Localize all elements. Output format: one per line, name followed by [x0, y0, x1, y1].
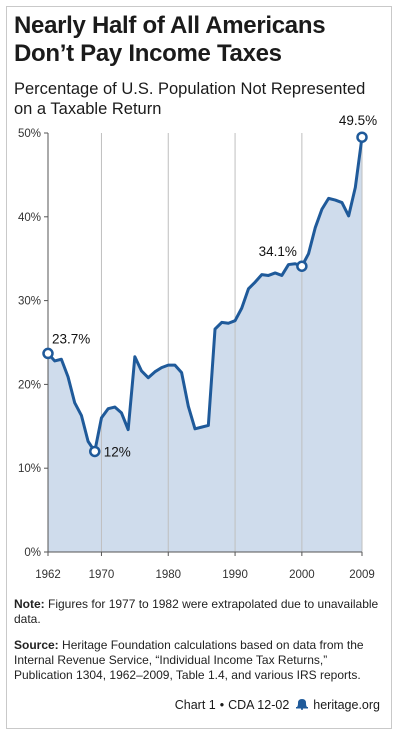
doc-id: CDA 12-02 — [228, 698, 290, 712]
bell-icon — [295, 697, 309, 713]
x-tick-label-1970: 1970 — [89, 569, 115, 581]
source-label: Source: — [14, 638, 59, 652]
title-line-1: Nearly Half of All Americans — [14, 12, 326, 39]
site-link[interactable]: heritage.org — [313, 698, 380, 712]
point-marker-1969 — [89, 445, 101, 458]
point-marker-2000 — [296, 260, 308, 272]
chart-id: Chart 1 — [174, 698, 216, 712]
x-tick-label-1990: 1990 — [222, 569, 248, 581]
y-tick-label-20: 20% — [18, 379, 41, 391]
y-tick-label-0: 0% — [24, 547, 41, 559]
y-tick-label-40: 40% — [18, 212, 41, 224]
note-text: Figures for 1977 to 1982 were extrapolat… — [14, 597, 379, 626]
source: Source: Heritage Foundation calculations… — [14, 638, 384, 683]
y-tick-label-50: 50% — [18, 128, 41, 140]
x-tick-label-2000: 2000 — [289, 569, 315, 581]
chart-title: Nearly Half of All Americans Don’t Pay I… — [14, 12, 384, 68]
point-marker-2009 — [356, 131, 368, 143]
point-marker-1962 — [42, 347, 54, 360]
footer: Chart 1 • CDA 12-02 heritage.org — [175, 697, 380, 713]
series-line — [46, 135, 364, 453]
subtitle-line-1: Percentage of U.S. Population Not Repres… — [14, 80, 366, 98]
x-tick-label-1962: 1962 — [35, 569, 61, 581]
y-tick-label-30: 30% — [18, 296, 41, 308]
note: Note: Figures for 1977 to 1982 were extr… — [14, 597, 384, 627]
title-line-2: Don’t Pay Income Taxes — [14, 40, 282, 67]
y-tick-label-10: 10% — [18, 463, 41, 475]
x-tick-label-2009: 2009 — [349, 569, 375, 581]
chart-subtitle: Percentage of U.S. Population Not Repres… — [14, 79, 384, 119]
chart-frame — [6, 6, 392, 729]
point-label-2009: 49.5% — [339, 113, 377, 128]
footer-separator: • — [219, 698, 225, 712]
area-fill — [48, 137, 362, 552]
point-label-1969: 12% — [104, 444, 131, 459]
x-tick-label-1980: 1980 — [155, 569, 181, 581]
point-label-2000: 34.1% — [259, 244, 297, 259]
subtitle-line-2: on a Taxable Return — [14, 100, 162, 118]
source-text: Heritage Foundation calculations based o… — [14, 638, 364, 682]
point-label-1962: 23.7% — [52, 331, 90, 346]
note-label: Note: — [14, 597, 45, 611]
area-chart: 0% 10% 20% 30% 40% 50% 1962 1970 1980 1990 2000 200… — [18, 113, 377, 581]
